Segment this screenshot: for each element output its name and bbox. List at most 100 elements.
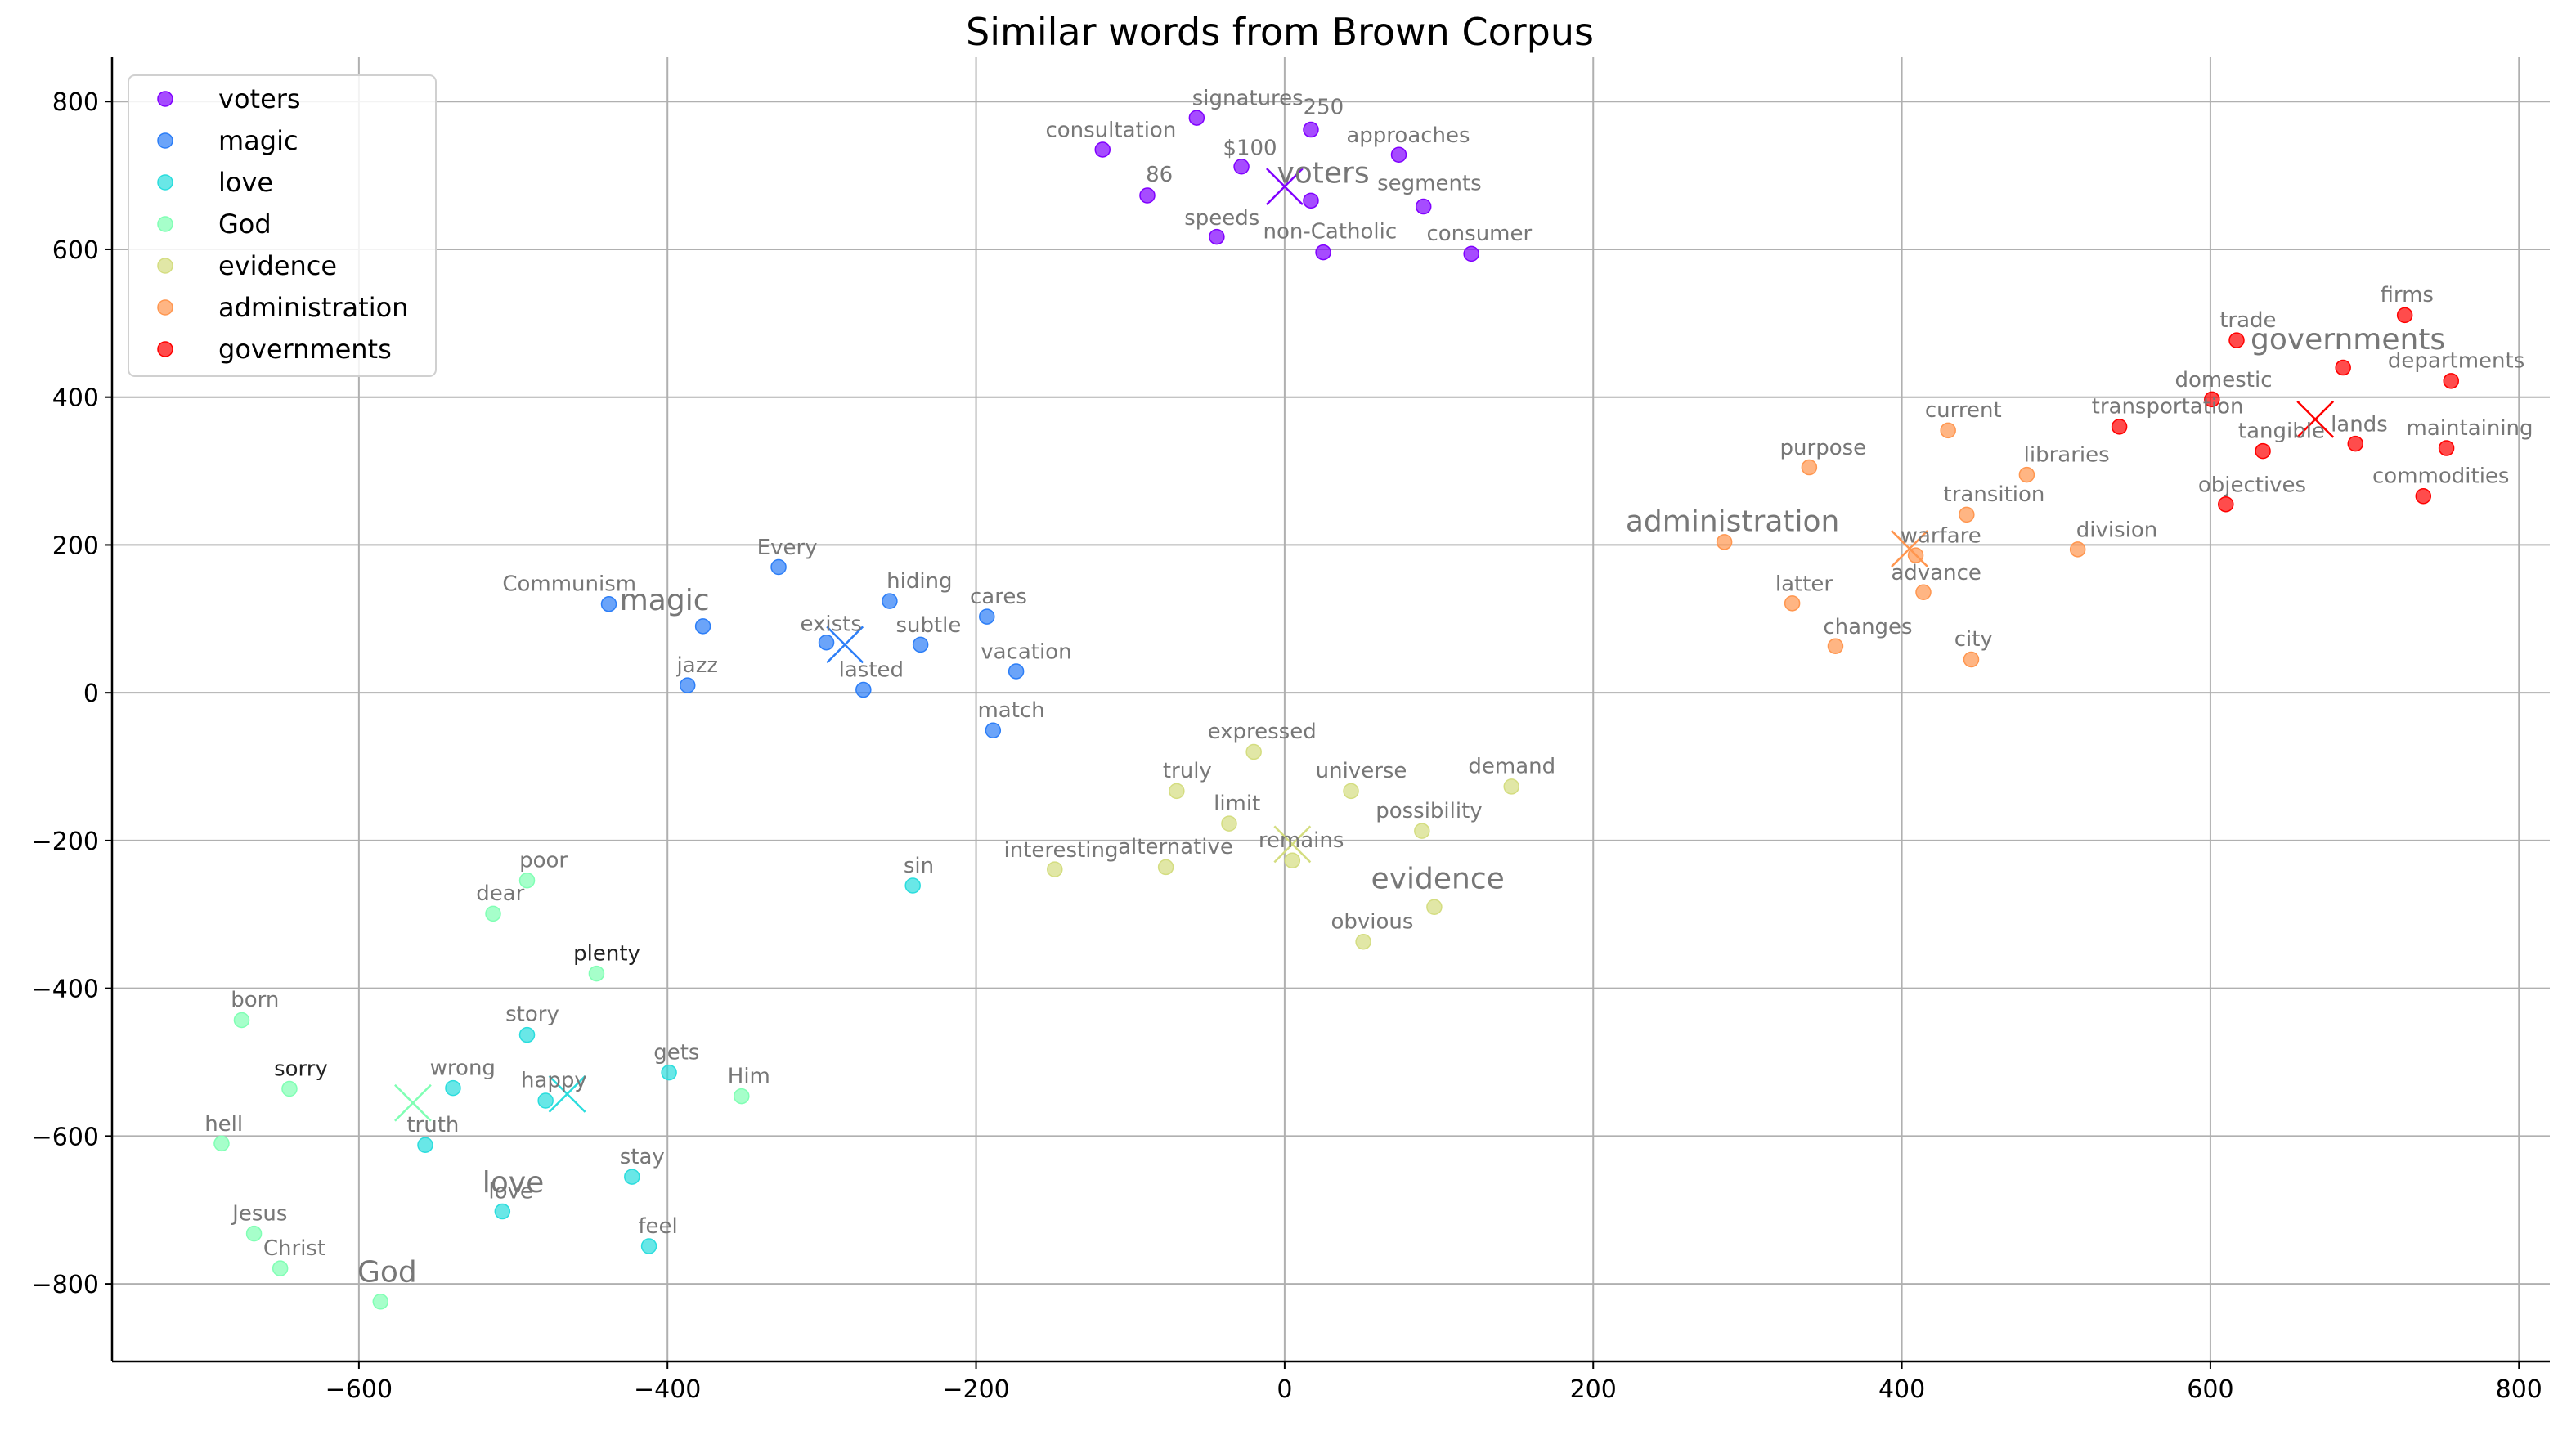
point-label: 86 xyxy=(1146,163,1173,187)
point-label: poor xyxy=(519,848,568,873)
group-label: governments xyxy=(2251,323,2445,357)
point-label: interesting xyxy=(1004,838,1119,863)
point-love xyxy=(518,1026,536,1043)
point-label: non-Catholic xyxy=(1263,219,1397,244)
point-god xyxy=(245,1225,263,1242)
point-magic xyxy=(912,636,929,653)
point-label: 250 xyxy=(1304,96,1344,120)
point-label: firms xyxy=(2380,283,2433,307)
y-tick-label: −800 xyxy=(32,1271,99,1299)
point-label: feel xyxy=(638,1214,677,1239)
y-tick-label: 200 xyxy=(52,532,99,560)
point-god xyxy=(281,1080,298,1097)
point-label: story xyxy=(505,1002,559,1026)
point-label: subtle xyxy=(895,613,961,638)
point-god xyxy=(588,965,605,982)
legend-marker-governments xyxy=(157,341,173,357)
point-love xyxy=(445,1079,461,1097)
point-label: lasted xyxy=(839,657,904,682)
data-points xyxy=(213,110,2460,1310)
point-label: signatures xyxy=(1192,87,1304,111)
point-voters xyxy=(1139,187,1156,204)
x-tick-label: 200 xyxy=(1570,1375,1617,1404)
point-administration xyxy=(1959,506,1975,523)
point-magic xyxy=(882,593,898,609)
point-label: jazz xyxy=(676,653,718,678)
point-evidence xyxy=(1414,823,1430,839)
point-magic xyxy=(679,677,696,693)
point-label: latter xyxy=(1775,572,1833,596)
point-governments xyxy=(2255,442,2271,460)
point-label: gets xyxy=(653,1040,699,1065)
point-magic xyxy=(600,595,617,612)
legend-marker-god xyxy=(157,216,173,232)
point-governments xyxy=(2347,435,2364,452)
point-label: Communism xyxy=(502,572,636,596)
y-tick-label: −400 xyxy=(32,976,99,1004)
axes: −600 −400 −200 0 200 400 600 800 −800 −600 −400 −20… xyxy=(32,57,2550,1404)
point-governments xyxy=(2335,359,2351,376)
point-label: consumer xyxy=(1426,222,1532,246)
point-god xyxy=(272,1260,289,1276)
point-voters xyxy=(1188,110,1205,126)
point-voters xyxy=(1315,244,1331,261)
point-magic xyxy=(818,634,835,651)
y-tick-label: −600 xyxy=(32,1123,99,1151)
point-evidence xyxy=(1355,933,1371,950)
point-magic xyxy=(855,681,872,698)
point-label: Christ xyxy=(263,1236,325,1261)
point-label: exists xyxy=(800,612,861,636)
point-label: love xyxy=(488,1179,533,1204)
point-governments xyxy=(2111,419,2128,435)
legend-label-governments: governments xyxy=(218,334,392,365)
point-label: division xyxy=(2076,518,2158,542)
point-label: limit xyxy=(1214,792,1260,816)
point-label: vacation xyxy=(981,640,1071,665)
centroid-magic-marker xyxy=(826,626,864,664)
point-voters xyxy=(1094,141,1111,158)
point-love xyxy=(640,1238,657,1254)
point-governments xyxy=(2438,440,2455,456)
point-label: alternative xyxy=(1118,835,1233,859)
point-label: remains xyxy=(1259,828,1344,853)
centroid-administration-marker xyxy=(1891,530,1928,567)
point-labels: signatures 250 consultation approaches $100 8… xyxy=(204,87,2533,1290)
point-label: sin xyxy=(904,854,934,878)
legend-box xyxy=(128,74,437,377)
legend-label-voters: voters xyxy=(218,83,301,114)
point-love xyxy=(494,1203,511,1220)
grid xyxy=(112,57,2550,1361)
point-label: segments xyxy=(1377,172,1482,196)
point-evidence xyxy=(1047,861,1063,877)
point-label: transportation xyxy=(2092,395,2244,419)
y-tick-label: 0 xyxy=(83,680,99,708)
legend-marker-magic xyxy=(157,132,173,149)
centroid-evidence-marker xyxy=(1273,825,1312,864)
point-love xyxy=(417,1137,433,1153)
x-tick-label: −400 xyxy=(634,1375,701,1404)
point-voters xyxy=(1303,192,1319,209)
centroid-god-marker xyxy=(394,1083,432,1122)
point-god xyxy=(734,1088,750,1105)
x-tick-label: −600 xyxy=(325,1375,393,1404)
y-tick-label: 600 xyxy=(52,236,99,265)
point-governments xyxy=(2415,488,2432,505)
legend-label-god: God xyxy=(218,209,272,240)
point-label: truly xyxy=(1163,759,1212,783)
point-label: expressed xyxy=(1208,720,1317,744)
x-tick-label: −200 xyxy=(942,1375,1009,1404)
point-label: approaches xyxy=(1346,123,1470,148)
point-label: Jesus xyxy=(231,1201,287,1226)
point-magic xyxy=(1008,663,1025,680)
point-label: universe xyxy=(1316,759,1407,783)
centroid-voters-marker xyxy=(1266,168,1304,206)
point-label: demand xyxy=(1468,755,1555,779)
point-label: purpose xyxy=(1780,436,1867,460)
point-administration xyxy=(1827,638,1844,654)
point-label: hiding xyxy=(886,569,952,594)
group-label: evidence xyxy=(1371,863,1505,896)
point-magic xyxy=(985,722,1002,739)
point-evidence xyxy=(1343,783,1359,800)
legend: voters magic love God evidence administration… xyxy=(128,74,437,377)
